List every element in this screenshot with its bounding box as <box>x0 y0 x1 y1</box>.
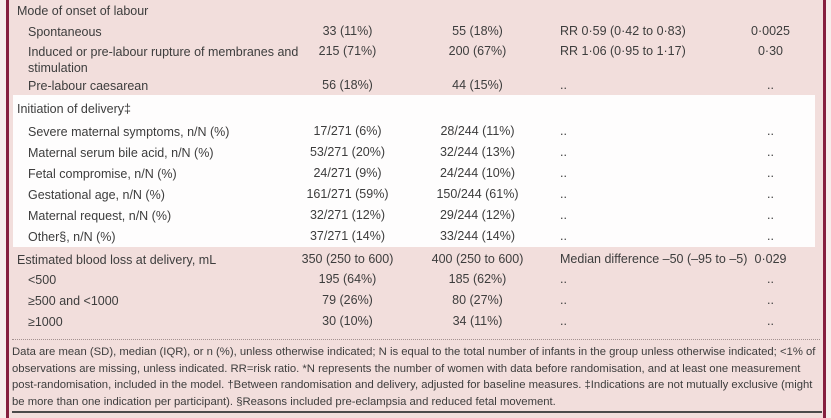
row-label: Pre-labour caesarean <box>28 79 149 93</box>
col-pvalue: .. <box>767 314 774 328</box>
col-group1-value: 30 (10%) <box>322 314 373 328</box>
table-row: Maternal serum bile acid, n/N (%) 53/271… <box>9 143 823 164</box>
table-row: Maternal request, n/N (%) 32/271 (12%) 2… <box>9 206 823 227</box>
row-label: Fetal compromise, n/N (%) <box>28 167 177 181</box>
col-group2-value: 55 (18%) <box>452 24 503 38</box>
col-treatment-effect: .. <box>560 145 567 159</box>
table-row: ≥1000 30 (10%) 34 (11%) .. .. <box>9 311 823 332</box>
col-treatment-effect: .. <box>560 272 567 286</box>
col-group2-value: 24/244 (10%) <box>439 166 516 180</box>
table-panel: Mode of onset of labour Spontaneous 33 (… <box>9 0 823 418</box>
row-label: Initiation of delivery‡ <box>17 102 131 116</box>
col-pvalue: .. <box>767 293 774 307</box>
row-label: Induced or pre-labour rupture of membran… <box>28 45 299 75</box>
col-treatment-effect: .. <box>560 208 567 222</box>
row-label: Mode of onset of labour <box>17 4 149 18</box>
row-label: ≥500 and <1000 <box>28 294 119 308</box>
footnote-separator <box>12 339 820 340</box>
table-bottom-rule <box>12 411 822 413</box>
table-row-section-header: Initiation of delivery‡ <box>9 95 823 122</box>
table-row: Pre-labour caesarean 56 (18%) 44 (15%) .… <box>9 78 823 95</box>
col-pvalue: .. <box>767 145 774 159</box>
row-label: <500 <box>28 273 57 287</box>
col-pvalue: .. <box>767 124 774 138</box>
col-treatment-effect: .. <box>560 124 567 138</box>
col-treatment-effect: Median difference –50 (–95 to –5) <box>560 252 748 266</box>
col-group1-value: 56 (18%) <box>322 78 373 92</box>
col-treatment-effect: .. <box>560 293 567 307</box>
row-label: Maternal serum bile acid, n/N (%) <box>28 146 214 160</box>
col-group2-value: 32/244 (13%) <box>439 145 516 159</box>
col-pvalue: .. <box>767 208 774 222</box>
col-group1-value: 24/271 (9%) <box>313 166 382 180</box>
row-label: Maternal request, n/N (%) <box>28 209 172 223</box>
table-row: Other§, n/N (%) 37/271 (14%) 33/244 (14%… <box>9 227 823 248</box>
table-row-section-header: Estimated blood loss at delivery, mL 350… <box>9 248 823 269</box>
col-pvalue: 0·30 <box>757 44 784 58</box>
col-pvalue: .. <box>767 78 774 92</box>
table-row: <500 195 (64%) 185 (62%) .. .. <box>9 269 823 290</box>
table-row: Induced or pre-labour rupture of membran… <box>9 43 823 78</box>
col-group2-value: 200 (67%) <box>448 44 507 58</box>
col-treatment-effect: RR 1·06 (0·95 to 1·17) <box>560 44 686 58</box>
col-group2-value: 34 (11%) <box>452 314 503 328</box>
col-group2-value: 28/244 (11%) <box>440 124 515 138</box>
row-label: Gestational age, n/N (%) <box>28 188 165 202</box>
table-row: ≥500 and <1000 79 (26%) 80 (27%) .. .. <box>9 290 823 311</box>
col-group1-value: 53/271 (20%) <box>309 145 386 159</box>
col-group1-value: 37/271 (14%) <box>309 229 386 243</box>
table-footnote: Data are mean (SD), median (IQR), or n (… <box>12 346 816 408</box>
col-group1-value: 32/271 (12%) <box>309 208 386 222</box>
col-group2-value: 150/244 (61%) <box>436 187 519 201</box>
table-row: Gestational age, n/N (%) 161/271 (59%) 1… <box>9 185 823 206</box>
col-pvalue: .. <box>767 229 774 243</box>
col-treatment-effect: RR 0·59 (0·42 to 0·83) <box>560 24 686 38</box>
table-row-section-header: Mode of onset of labour <box>9 0 823 21</box>
col-pvalue: 0·0025 <box>751 24 790 38</box>
col-pvalue: .. <box>767 166 774 180</box>
col-group1-value: 215 (71%) <box>318 44 377 58</box>
col-group2-value: 80 (27%) <box>452 293 503 307</box>
col-group2-value: 29/244 (12%) <box>439 208 516 222</box>
highlighted-section-background <box>13 95 815 247</box>
left-border-rule <box>6 0 9 418</box>
col-treatment-effect: .. <box>560 229 567 243</box>
table-row: Severe maternal symptoms, n/N (%) 17/271… <box>9 122 823 143</box>
col-group2-value: 400 (250 to 600) <box>431 252 524 266</box>
table-rows: Mode of onset of labour Spontaneous 33 (… <box>9 0 823 332</box>
row-label: Spontaneous <box>28 25 102 39</box>
col-group2-value: 185 (62%) <box>448 272 507 286</box>
col-treatment-effect: .. <box>560 314 567 328</box>
col-group1-value: 17/271 (6%) <box>313 124 382 138</box>
row-label: ≥1000 <box>28 315 63 329</box>
col-group2-value: 44 (15%) <box>452 78 503 92</box>
col-group1-value: 33 (11%) <box>322 24 373 38</box>
col-group1-value: 350 (250 to 600) <box>301 252 394 266</box>
table-row: Fetal compromise, n/N (%) 24/271 (9%) 24… <box>9 164 823 185</box>
col-group1-value: 161/271 (59%) <box>306 187 389 201</box>
right-border-rule <box>823 0 826 418</box>
col-treatment-effect: .. <box>560 78 567 92</box>
col-treatment-effect: .. <box>560 187 567 201</box>
col-pvalue: 0·029 <box>754 252 787 266</box>
row-label: Severe maternal symptoms, n/N (%) <box>28 125 230 139</box>
col-group1-value: 195 (64%) <box>318 272 377 286</box>
col-group1-value: 79 (26%) <box>322 293 373 307</box>
col-treatment-effect: .. <box>560 166 567 180</box>
row-label: Estimated blood loss at delivery, mL <box>17 253 217 267</box>
col-group2-value: 33/244 (14%) <box>439 229 516 243</box>
row-label: Other§, n/N (%) <box>28 230 116 244</box>
col-pvalue: .. <box>767 272 774 286</box>
col-pvalue: .. <box>767 187 774 201</box>
table-row: Spontaneous 33 (11%) 55 (18%) RR 0·59 (0… <box>9 21 823 43</box>
